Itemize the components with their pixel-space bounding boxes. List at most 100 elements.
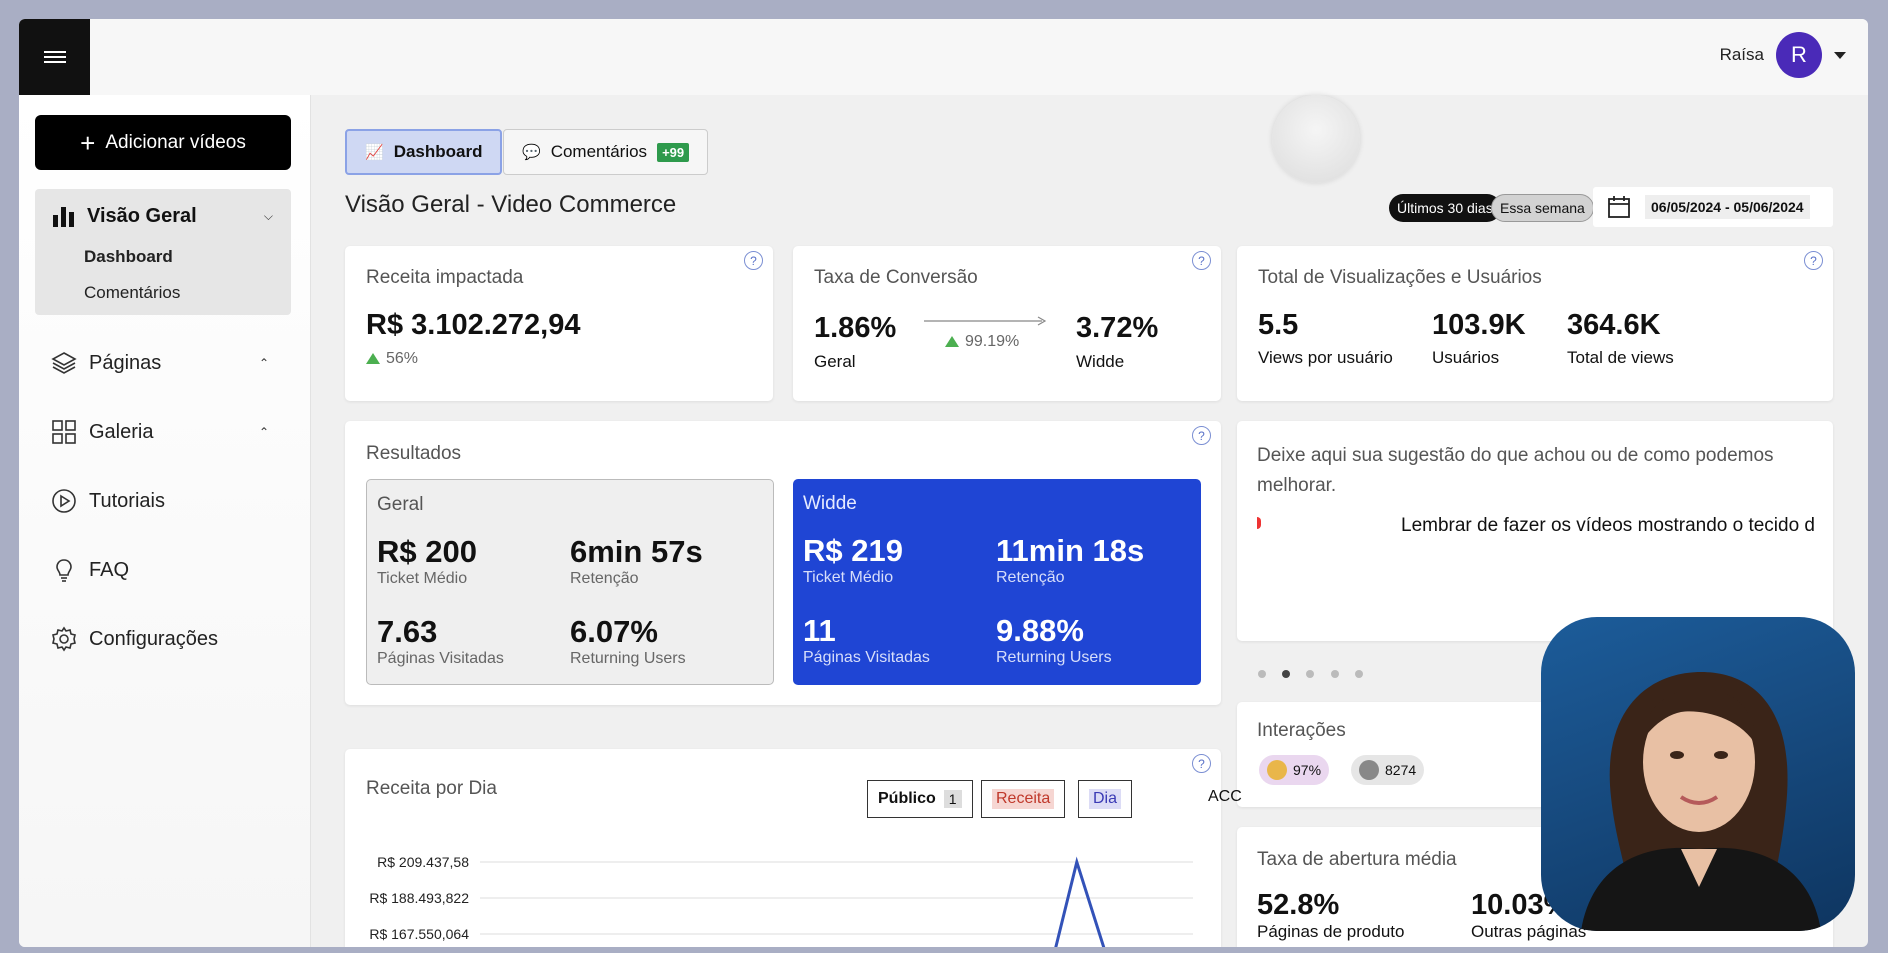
play-circle-icon: [52, 489, 76, 513]
sidebar-item-dashboard[interactable]: Dashboard: [84, 247, 173, 266]
metric-value: 6.07%: [570, 614, 658, 649]
chevron-up-icon[interactable]: ⌃: [259, 356, 270, 370]
day-filter-button[interactable]: Dia: [1078, 780, 1133, 818]
views-per-user-label: Views por usuário: [1258, 348, 1393, 367]
carousel-dot[interactable]: [1331, 670, 1339, 678]
tab-comments[interactable]: 💬 Comentários +99: [503, 129, 709, 175]
metric-label: Retenção: [570, 570, 639, 587]
floating-circle: [1272, 95, 1360, 183]
date-range-picker[interactable]: 06/05/2024 - 05/06/2024: [1593, 187, 1833, 227]
filter-label: Público: [878, 790, 936, 807]
sidebar-item-gallery[interactable]: Galeria ⌃: [51, 419, 269, 445]
metric-value: 52.8%: [1257, 889, 1340, 921]
hamburger-menu-button[interactable]: [19, 19, 90, 95]
chevron-down-icon[interactable]: ⌵: [263, 209, 273, 223]
tab-label: Comentários: [550, 142, 648, 161]
sidebar-item-overview[interactable]: Visão Geral: [51, 203, 197, 229]
conversion-widde-label: Widde: [1076, 352, 1125, 371]
users: 103.9K Usuários: [1432, 309, 1526, 368]
views-per-user-value: 5.5: [1258, 309, 1299, 341]
chat-bubble-icon: [1359, 760, 1379, 780]
metric-label: Páginas Visitadas: [377, 650, 504, 667]
emoji-face-icon: [1267, 760, 1287, 780]
arrow-up-icon: [945, 336, 959, 348]
conversion-widde-value: 3.72%: [1076, 312, 1159, 344]
tab-dashboard[interactable]: 📈 Dashboard: [345, 129, 503, 175]
help-icon[interactable]: ?: [1192, 251, 1211, 270]
carousel-dot-active[interactable]: [1282, 670, 1290, 678]
returning-metric: 9.88% Returning Users: [996, 613, 1112, 667]
total-views-label: Total de views: [1567, 348, 1674, 367]
card-title: Taxa de abertura média: [1257, 849, 1457, 870]
sidebar-group-overview: Visão Geral ⌵ Dashboard Comentários: [35, 189, 291, 315]
sidebar-item-pages[interactable]: Páginas ⌃: [51, 350, 269, 376]
metric-value: R$ 219: [803, 533, 903, 568]
retention-metric: 6min 57s Retenção: [570, 534, 703, 588]
y-tick-label: R$ 167.550,064: [369, 926, 469, 942]
sidebar-item-label: Configurações: [89, 627, 218, 650]
help-icon[interactable]: ?: [1804, 251, 1823, 270]
results-box-label: Geral: [377, 494, 424, 515]
sidebar-item-faq[interactable]: FAQ: [51, 557, 129, 583]
filter-count: 1: [943, 790, 962, 808]
bar-chart-icon: [53, 207, 74, 227]
sidebar-group-label: Visão Geral: [87, 204, 197, 227]
reaction-badge: 97%: [1259, 755, 1330, 785]
carousel-marker: [1257, 517, 1261, 529]
revenue-line-chart: R$ 209.437,58 R$ 188.493,822 R$ 167.550,06…: [369, 854, 1193, 947]
comments-count: 8274: [1385, 762, 1417, 778]
revenue-change: 56%: [366, 350, 418, 368]
audience-filter-button[interactable]: Público 1: [867, 780, 973, 818]
card-title: Total de Visualizações e Usuários: [1258, 267, 1542, 288]
lightbulb-icon: [56, 559, 72, 582]
carousel-dot[interactable]: [1355, 670, 1363, 678]
user-menu[interactable]: Raísa R: [1720, 32, 1846, 78]
carousel-dot[interactable]: [1306, 670, 1314, 678]
add-videos-label: Adicionar vídeos: [105, 131, 246, 153]
revenue-value: R$ 3.102.272,94: [366, 309, 581, 341]
avatar[interactable]: R: [1776, 32, 1822, 78]
acc-filter-button[interactable]: ACC: [1208, 788, 1242, 805]
ticket-metric: R$ 200 Ticket Médio: [377, 534, 477, 588]
metric-value: 11: [803, 613, 836, 648]
users-label: Usuários: [1432, 348, 1500, 367]
pages-metric: 7.63 Páginas Visitadas: [377, 614, 504, 668]
conversion-change-value: 99.19%: [965, 333, 1020, 350]
revenue-filter-button[interactable]: Receita: [981, 780, 1066, 818]
add-videos-button[interactable]: + Adicionar vídeos: [35, 115, 291, 170]
chevron-up-icon[interactable]: ⌃: [259, 425, 270, 439]
other-pages-metric: 10.03% Outras páginas: [1471, 889, 1586, 942]
menu-icon: [43, 48, 66, 66]
page-title: Visão Geral - Video Commerce: [345, 191, 677, 218]
layers-icon: [51, 352, 77, 374]
help-icon[interactable]: ?: [1192, 426, 1211, 445]
metric-value: 11min 18s: [996, 533, 1145, 568]
help-icon[interactable]: ?: [1192, 754, 1211, 773]
sidebar-item-label: Tutoriais: [89, 489, 165, 512]
comments-count-badge: +99: [657, 142, 690, 162]
sidebar-item-settings[interactable]: Configurações: [51, 626, 218, 652]
help-icon[interactable]: ?: [744, 251, 763, 270]
filter-this-week[interactable]: Essa semana: [1491, 194, 1594, 222]
sidebar-item-comments[interactable]: Comentários: [84, 283, 181, 302]
metric-label: Ticket Médio: [377, 570, 468, 587]
card-title: Taxa de Conversão: [814, 267, 978, 288]
metric-label: Outras páginas: [1471, 922, 1587, 941]
pages-metric: 11 Páginas Visitadas: [803, 613, 930, 667]
filter-last-30-days[interactable]: Últimos 30 dias: [1389, 194, 1501, 222]
carousel-dot[interactable]: [1258, 670, 1266, 678]
arrow-right-icon: [924, 316, 1047, 326]
metric-label: Ticket Médio: [803, 569, 894, 586]
y-tick-label: R$ 188.493,822: [369, 890, 469, 906]
metric-value: 7.63: [377, 614, 438, 649]
series-line: [1054, 856, 1106, 947]
metric-label: Páginas Visitadas: [803, 649, 930, 666]
metric-label: Returning Users: [570, 650, 686, 667]
main-content: 📈 Dashboard 💬 Comentários +99 Visão Gera…: [312, 95, 1868, 947]
suggestion-text: Lembrar de fazer os vídeos mostrando o t…: [1401, 515, 1816, 536]
reaction-pct: 97%: [1293, 762, 1322, 778]
speech-bubble-icon: 💬: [522, 144, 541, 161]
chevron-down-icon[interactable]: [1834, 51, 1846, 59]
sidebar-item-tutorials[interactable]: Tutoriais: [51, 488, 165, 514]
sidebar: + Adicionar vídeos Visão Geral ⌵ Dashboa…: [19, 95, 311, 947]
